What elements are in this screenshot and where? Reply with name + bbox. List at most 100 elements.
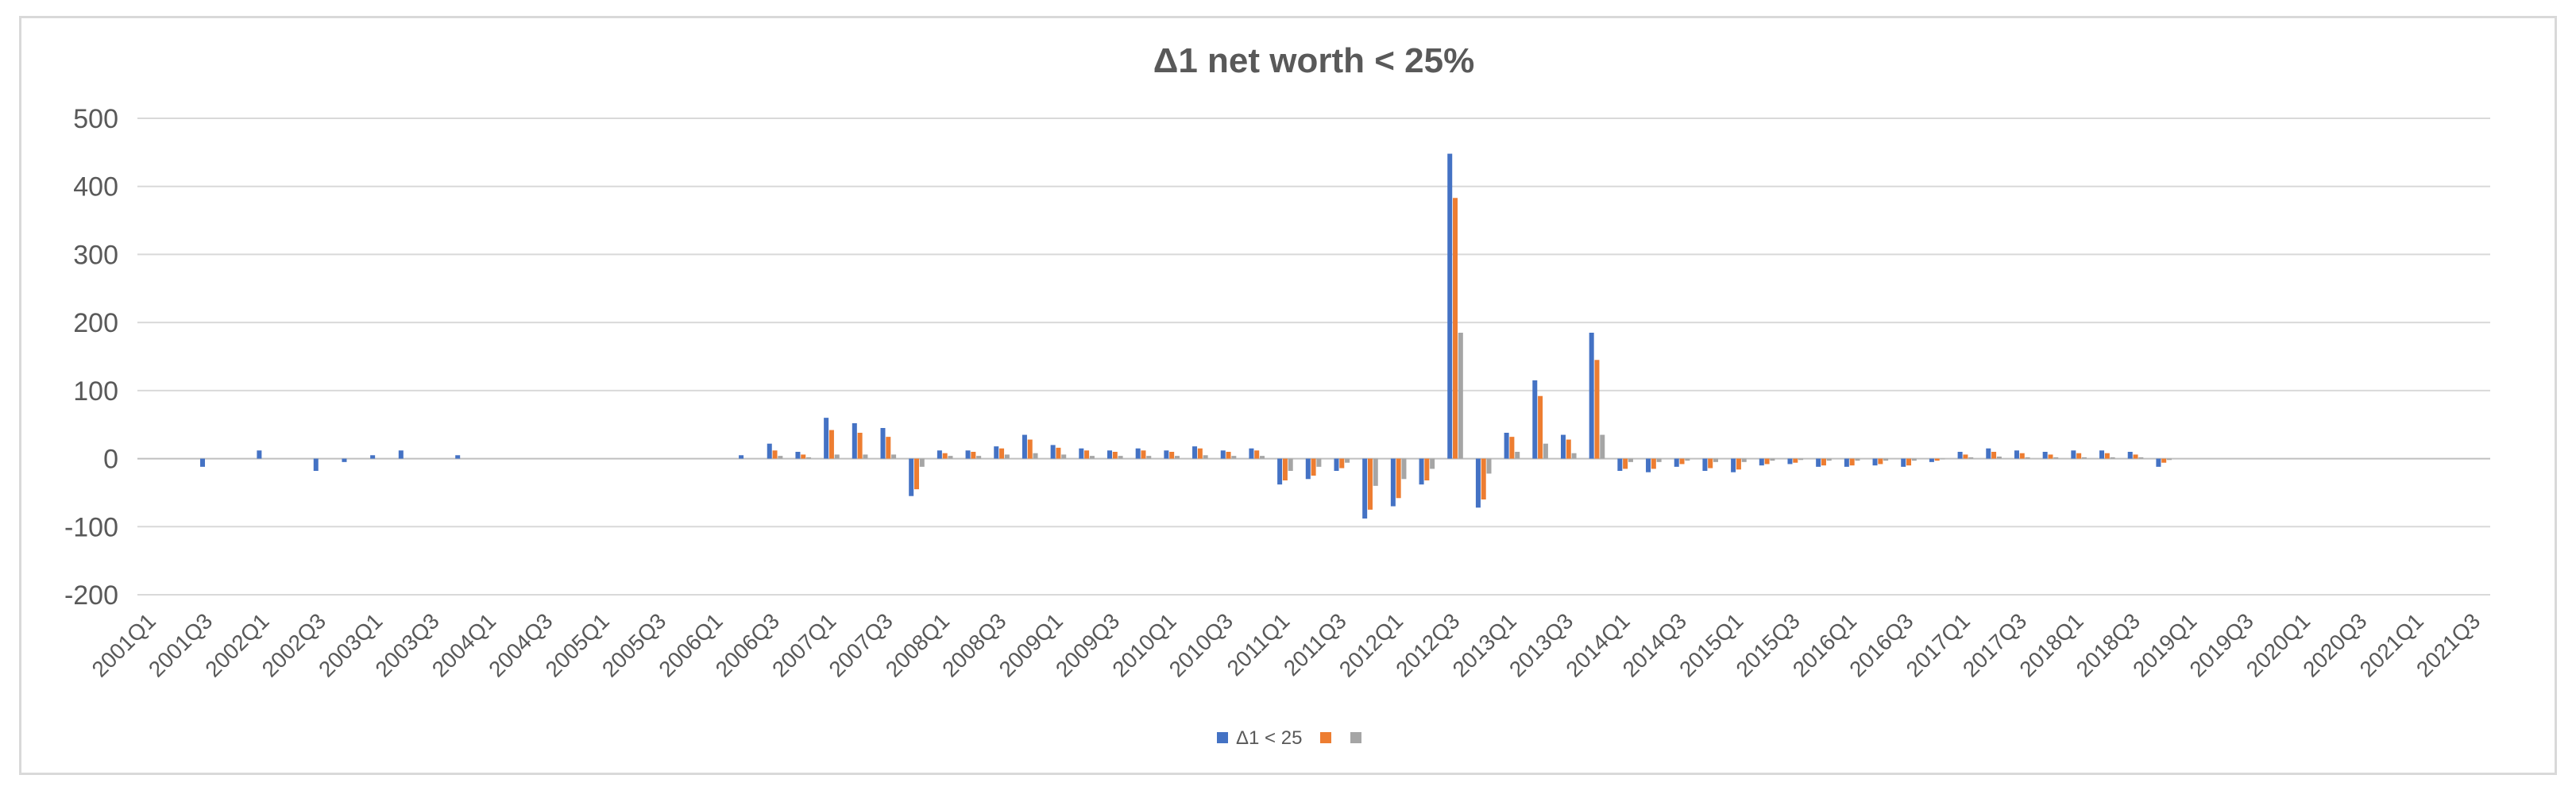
legend-swatch [1320,732,1331,743]
bar [370,455,376,459]
bar [1628,458,1633,462]
bar [909,458,914,496]
bar [913,458,919,490]
bar [1112,452,1118,459]
bar [1486,458,1492,474]
bar [828,430,834,459]
y-tick-label: 500 [73,104,118,134]
bar [1901,458,1906,467]
bar [1277,458,1283,485]
bar [200,458,206,467]
bar [1759,458,1764,466]
bar [2156,458,2161,467]
bar [1033,453,1038,459]
bar [2138,457,2144,459]
bar [2127,452,2133,459]
bar [1883,458,1889,461]
bar [1821,458,1826,466]
bar-chart: Δ1 net worth < 25% -200 -100 0 100 200 300 400 5… [64,41,2490,749]
bar [863,454,868,459]
bar [767,443,772,459]
bar [1004,454,1010,459]
bar [1878,458,1883,465]
y-tick-label: 100 [73,376,118,407]
bar [1141,450,1146,459]
bar [1651,458,1656,469]
bar [1362,458,1368,519]
bar [937,450,942,459]
bar [942,453,948,459]
bar [1617,458,1623,471]
bar [1515,452,1520,459]
bar [2019,453,2025,459]
bar [891,454,897,459]
bar [398,450,404,459]
bar [1311,458,1316,476]
bar [1646,458,1651,472]
bar [1963,454,1968,459]
bar [1118,456,1123,459]
bar [1566,439,1571,459]
bar [1288,458,1293,471]
bar [1373,458,1378,486]
bar [1254,450,1260,459]
bar [1674,458,1679,467]
chart-title: Δ1 net worth < 25% [1153,41,1475,80]
bar [1589,333,1594,459]
bar [1260,456,1265,459]
bar [1741,458,1747,462]
bar [1731,458,1736,472]
bar [1787,458,1793,465]
bar [778,456,783,459]
bar [2014,450,2019,459]
bar [1475,458,1481,508]
bar [1708,458,1713,468]
bar [342,458,347,462]
bar [1453,198,1458,459]
bar [1339,458,1345,468]
bar [1844,458,1849,467]
bar [1911,458,1917,461]
bar [455,455,461,459]
bar [2053,457,2059,459]
bar [1056,447,1061,459]
bar [1986,448,1991,459]
bar [971,452,976,459]
bar [1594,360,1600,459]
bar [1826,458,1832,461]
bar [1197,448,1203,459]
bar [857,433,863,459]
bar [880,428,886,459]
x-tick-label: 2010Q3 [1164,608,1238,681]
bar [976,456,982,459]
legend-label: Δ1 < 25 [1236,727,1302,749]
bar [1509,437,1515,459]
bar [1991,452,1997,459]
bar [1050,445,1056,459]
bar [1736,458,1741,470]
bar [2110,457,2115,459]
bar [1345,458,1350,463]
x-tick-label: 2021Q3 [2412,608,2485,681]
bar [2025,457,2030,459]
legend-swatch [1350,732,1361,743]
y-tick-label: 0 [103,445,118,475]
bar [2161,458,2167,463]
bar [1419,458,1424,485]
bar [1816,458,1821,467]
bar [1367,458,1373,510]
bar [1089,456,1095,459]
bar [1481,458,1486,499]
bar [1968,457,1974,459]
bar [1560,434,1566,459]
y-tick-label: -200 [64,580,118,611]
bar [1623,458,1628,469]
bar [772,450,778,459]
bar [2081,457,2087,459]
bar [1798,458,1804,461]
bar [2133,454,2138,459]
bar [801,454,806,459]
bar [2071,450,2076,459]
bar [1538,395,1543,459]
bar [948,456,953,459]
